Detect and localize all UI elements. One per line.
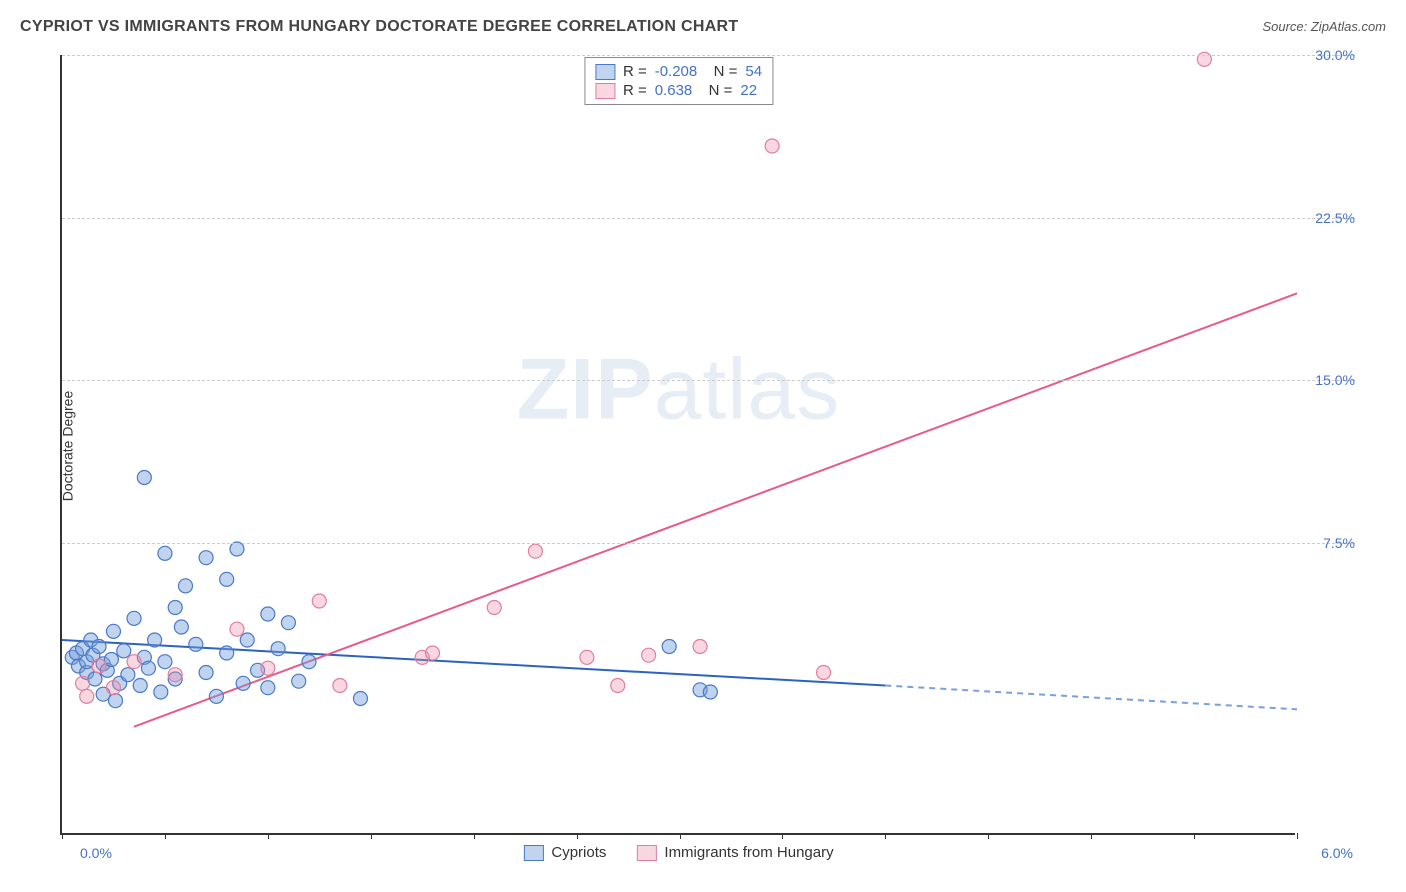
data-point bbox=[80, 689, 94, 703]
legend-label: Cypriots bbox=[551, 844, 606, 861]
y-tick-label: 30.0% bbox=[1300, 47, 1355, 63]
gridline bbox=[62, 380, 1355, 381]
data-point bbox=[199, 551, 213, 565]
data-point bbox=[127, 655, 141, 669]
data-point bbox=[141, 661, 155, 675]
legend-item: Cypriots bbox=[523, 844, 606, 861]
x-tick bbox=[885, 833, 886, 839]
x-tick bbox=[1194, 833, 1195, 839]
data-point bbox=[117, 644, 131, 658]
x-tick bbox=[165, 833, 166, 839]
data-point bbox=[106, 624, 120, 638]
data-point bbox=[261, 607, 275, 621]
data-point bbox=[302, 655, 316, 669]
data-point bbox=[353, 692, 367, 706]
x-tick bbox=[474, 833, 475, 839]
data-point bbox=[703, 685, 717, 699]
x-tick bbox=[680, 833, 681, 839]
data-point bbox=[333, 679, 347, 693]
data-point bbox=[281, 616, 295, 630]
trend-line bbox=[62, 640, 885, 686]
data-point bbox=[312, 594, 326, 608]
data-point bbox=[133, 679, 147, 693]
data-point bbox=[662, 640, 676, 654]
data-point bbox=[189, 637, 203, 651]
data-point bbox=[76, 676, 90, 690]
data-point bbox=[611, 679, 625, 693]
data-point bbox=[487, 601, 501, 615]
x-tick bbox=[782, 833, 783, 839]
data-point bbox=[168, 668, 182, 682]
x-origin-label: 0.0% bbox=[80, 845, 112, 861]
data-point bbox=[92, 640, 106, 654]
data-point bbox=[104, 653, 118, 667]
data-point bbox=[528, 544, 542, 558]
y-tick-label: 22.5% bbox=[1300, 210, 1355, 226]
x-tick bbox=[577, 833, 578, 839]
gridline bbox=[62, 543, 1355, 544]
data-point bbox=[92, 659, 106, 673]
data-point bbox=[220, 572, 234, 586]
data-point bbox=[168, 601, 182, 615]
data-point bbox=[693, 640, 707, 654]
x-max-label: 6.0% bbox=[1321, 845, 1353, 861]
data-point bbox=[236, 676, 250, 690]
x-tick bbox=[371, 833, 372, 839]
data-point bbox=[154, 685, 168, 699]
data-point bbox=[220, 646, 234, 660]
data-point bbox=[148, 633, 162, 647]
bottom-legend: Cypriots Immigrants from Hungary bbox=[523, 844, 833, 861]
data-point bbox=[292, 674, 306, 688]
x-tick bbox=[1091, 833, 1092, 839]
data-point bbox=[261, 661, 275, 675]
plot-area: ZIPatlas R = -0.208 N = 54 R = 0.638 N =… bbox=[60, 55, 1295, 835]
data-point bbox=[137, 471, 151, 485]
legend-swatch bbox=[523, 845, 543, 861]
x-tick bbox=[268, 833, 269, 839]
x-tick bbox=[62, 833, 63, 839]
data-point bbox=[261, 681, 275, 695]
data-point bbox=[179, 579, 193, 593]
data-point bbox=[174, 620, 188, 634]
x-tick bbox=[1297, 833, 1298, 839]
data-point bbox=[426, 646, 440, 660]
data-point bbox=[158, 546, 172, 560]
chart-svg bbox=[62, 55, 1295, 833]
data-point bbox=[121, 668, 135, 682]
data-point bbox=[199, 666, 213, 680]
title-bar: CYPRIOT VS IMMIGRANTS FROM HUNGARY DOCTO… bbox=[20, 18, 1386, 36]
chart-title: CYPRIOT VS IMMIGRANTS FROM HUNGARY DOCTO… bbox=[20, 18, 739, 36]
data-point bbox=[765, 139, 779, 153]
legend-item: Immigrants from Hungary bbox=[636, 844, 833, 861]
data-point bbox=[106, 681, 120, 695]
y-tick-label: 15.0% bbox=[1300, 372, 1355, 388]
y-tick-label: 7.5% bbox=[1300, 535, 1355, 551]
data-point bbox=[240, 633, 254, 647]
data-point bbox=[209, 689, 223, 703]
gridline bbox=[62, 218, 1355, 219]
data-point bbox=[127, 611, 141, 625]
data-point bbox=[230, 622, 244, 636]
gridline bbox=[62, 55, 1355, 56]
x-tick bbox=[988, 833, 989, 839]
data-point bbox=[642, 648, 656, 662]
data-point bbox=[158, 655, 172, 669]
legend-swatch bbox=[636, 845, 656, 861]
source-label: Source: ZipAtlas.com bbox=[1262, 19, 1386, 34]
data-point bbox=[109, 694, 123, 708]
data-point bbox=[580, 650, 594, 664]
legend-label: Immigrants from Hungary bbox=[664, 844, 833, 861]
data-point bbox=[230, 542, 244, 556]
trend-line-extrapolated bbox=[885, 686, 1297, 710]
data-point bbox=[271, 642, 285, 656]
data-point bbox=[817, 666, 831, 680]
